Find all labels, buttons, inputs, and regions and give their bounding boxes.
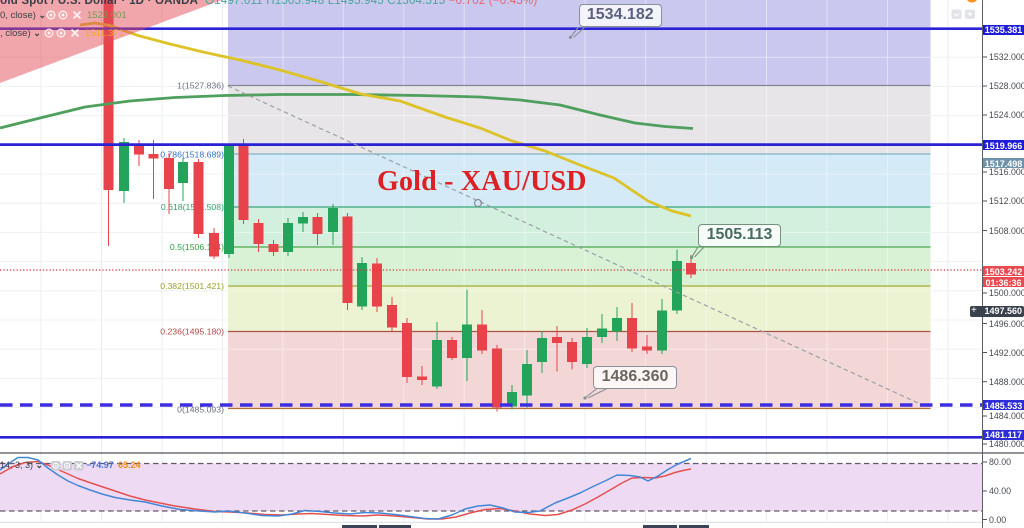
svg-text:1(1527.836): 1(1527.836): [177, 81, 224, 91]
svg-text:0.618(1511.508): 0.618(1511.508): [161, 202, 224, 212]
svg-text:0.5(1506.154): 0.5(1506.154): [170, 242, 224, 252]
svg-text:0.382(1501.421): 0.382(1501.421): [160, 281, 224, 291]
svg-text:0.236(1495.180): 0.236(1495.180): [160, 327, 224, 337]
svg-text:0.786(1518.689): 0.786(1518.689): [160, 150, 224, 160]
svg-text:0(1485.093): 0(1485.093): [177, 405, 224, 415]
